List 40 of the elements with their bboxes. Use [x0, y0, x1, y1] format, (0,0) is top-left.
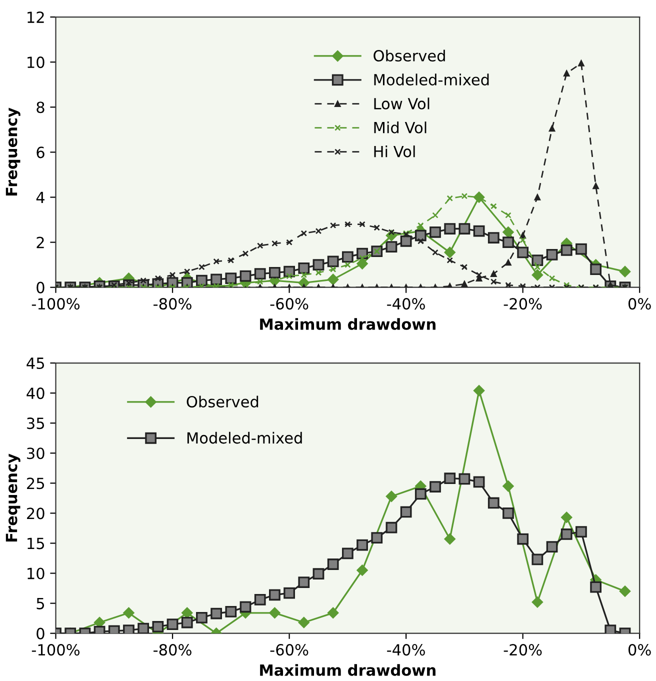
legend-label: Hi Vol — [374, 146, 415, 158]
x-tick-label: -100% — [32, 644, 80, 656]
x-axis-title: Maximum drawdown — [260, 664, 436, 676]
x-axis-title: Maximum drawdown — [260, 318, 436, 330]
y-tick-label: 5 — [36, 598, 44, 610]
y-tick-label: 30 — [27, 448, 44, 460]
y-tick-label: 6 — [36, 146, 44, 158]
y-tick-label: 10 — [28, 568, 44, 580]
x-tick-label: -20% — [504, 298, 542, 310]
y-tick-label: 0 — [36, 282, 44, 294]
x-tick-label: 0% — [628, 298, 651, 310]
x-tick-label: -60% — [270, 644, 308, 656]
legend-label: Observed — [374, 50, 445, 62]
y-tick-label: 40 — [26, 388, 44, 400]
legend-label: Observed — [186, 396, 258, 408]
y-tick-label: 2 — [36, 236, 44, 248]
y-tick-label: 15 — [28, 538, 44, 550]
y-tick-label: 4 — [36, 192, 44, 204]
y-tick-label: 45 — [26, 358, 44, 370]
legend-label: Mid Vol — [374, 122, 426, 134]
x-tick-label: -20% — [504, 644, 542, 656]
legend-label: Modeled-mixed — [374, 74, 489, 86]
y-axis-title: Frequency — [6, 108, 20, 196]
x-tick-label: -60% — [270, 298, 308, 310]
x-tick-label: -80% — [154, 644, 192, 656]
x-tick-label: -40% — [387, 644, 425, 656]
y-tick-label: 0 — [36, 628, 44, 640]
y-tick-label: 12 — [28, 11, 44, 23]
y-tick-label: 20 — [27, 508, 44, 520]
y-tick-label: 35 — [27, 418, 44, 430]
legend-label: Low Vol — [374, 98, 430, 110]
legend-label: Modeled-mixed — [187, 432, 302, 444]
y-tick-label: 8 — [36, 102, 44, 114]
y-tick-label: 10 — [28, 56, 44, 68]
y-axis-title: Frequency — [6, 454, 20, 542]
y-tick-label: 25 — [27, 478, 44, 490]
x-tick-label: -80% — [154, 298, 192, 310]
x-tick-label: 0% — [628, 644, 651, 656]
x-tick-label: -100% — [32, 298, 80, 310]
x-tick-label: -40% — [387, 298, 425, 310]
